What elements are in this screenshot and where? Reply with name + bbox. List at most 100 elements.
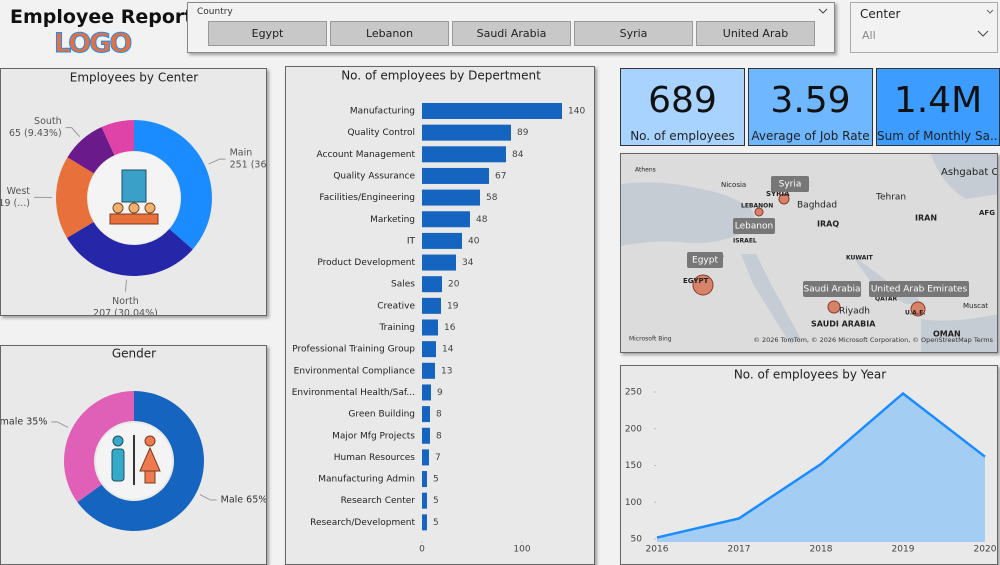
map-label: Nicosia bbox=[721, 181, 746, 189]
bar bbox=[422, 168, 489, 184]
chart-title: No. of employees by Year bbox=[734, 368, 886, 382]
category-label: Marketing bbox=[370, 215, 415, 225]
x-tick-label: 2019 bbox=[892, 545, 915, 555]
icon-part bbox=[110, 214, 158, 224]
icon-part bbox=[145, 471, 155, 483]
kpi-label: Average of Job Rate bbox=[749, 129, 872, 143]
data-label: 89 bbox=[517, 128, 529, 138]
category-label: IT bbox=[407, 236, 416, 246]
bar bbox=[422, 384, 431, 400]
map: AthensNicosiaSYRIALEBANONISRAELBaghdadIR… bbox=[621, 154, 998, 353]
bar bbox=[422, 298, 441, 314]
data-label: 67 bbox=[495, 171, 506, 181]
slice-name: South bbox=[34, 116, 62, 127]
category-label: Quality Assurance bbox=[333, 171, 415, 181]
category-label: Human Resources bbox=[334, 453, 416, 463]
category-label: Major Mfg Projects bbox=[332, 431, 415, 441]
map-label: Tehran bbox=[875, 193, 906, 203]
map-credits: © 2026 TomTom, © 2026 Microsoft Corporat… bbox=[753, 336, 993, 344]
bar bbox=[422, 320, 438, 336]
slicer-option[interactable]: Egypt bbox=[208, 21, 327, 46]
icon-part bbox=[113, 436, 123, 446]
x-tick-label: 100 bbox=[513, 545, 530, 555]
map-brand: Microsoft Bing bbox=[629, 336, 672, 343]
bar bbox=[422, 363, 435, 379]
slicer-chevron bbox=[851, 3, 998, 53]
slicer-option[interactable]: Syria bbox=[574, 21, 693, 46]
icon-part bbox=[112, 449, 124, 481]
map-callout: Egypt bbox=[692, 256, 718, 266]
year-chart: No. of employees by Year5010015020025020… bbox=[621, 366, 998, 565]
data-label: 13 bbox=[441, 366, 452, 376]
map-label: AFG bbox=[979, 209, 995, 217]
data-label: 207 (30.04%) bbox=[93, 308, 158, 316]
bar bbox=[422, 211, 470, 227]
data-label: 140 bbox=[568, 107, 585, 117]
kpi-value: 689 bbox=[621, 81, 744, 121]
logo: LOGO bbox=[54, 28, 130, 59]
data-label: 119 (...) bbox=[1, 198, 30, 209]
leader-line bbox=[51, 422, 68, 427]
y-tick-label: 150 bbox=[625, 461, 642, 471]
chart-title: No. of employees by Depertment bbox=[341, 69, 541, 83]
map-callout: Saudi Arabia bbox=[803, 285, 860, 295]
center-slicer[interactable]: Center All bbox=[850, 2, 998, 53]
bar bbox=[422, 233, 462, 249]
x-tick-label: 2018 bbox=[810, 545, 833, 555]
category-label: Research/Development bbox=[310, 518, 415, 528]
x-tick-label: 2016 bbox=[646, 545, 669, 555]
data-label: 8 bbox=[436, 410, 442, 420]
data-label: 7 bbox=[435, 453, 441, 463]
area bbox=[657, 393, 985, 542]
data-label: 16 bbox=[444, 323, 456, 333]
data-label: 8 bbox=[436, 431, 442, 441]
bar bbox=[422, 406, 430, 422]
y-tick-label: 50 bbox=[631, 535, 643, 545]
x-tick-label: 2020 bbox=[974, 545, 997, 555]
y-tick-label: 200 bbox=[625, 424, 642, 434]
category-label: Training bbox=[378, 323, 415, 333]
kpi-value: 1.4M bbox=[877, 81, 999, 121]
bar bbox=[422, 190, 480, 206]
icon-part bbox=[145, 203, 155, 213]
data-label: Female 35% bbox=[1, 416, 47, 427]
map-label: Athens bbox=[635, 167, 656, 174]
slicer-label: Country bbox=[197, 7, 233, 17]
slicer-option[interactable]: Lebanon bbox=[330, 21, 449, 46]
slice-name: North bbox=[112, 296, 139, 307]
data-label: 5 bbox=[433, 496, 439, 506]
kpi-label: No. of employees bbox=[621, 129, 744, 143]
category-label: Manufacturing bbox=[350, 107, 415, 117]
map-label: Riyadh bbox=[839, 307, 870, 317]
category-label: Research Center bbox=[341, 496, 416, 506]
map-label: KUWAIT bbox=[846, 255, 874, 262]
category-label: Green Building bbox=[348, 410, 415, 420]
y-tick-label: 100 bbox=[625, 498, 642, 508]
data-label: Male 65% bbox=[221, 495, 267, 506]
x-tick-label: 0 bbox=[419, 545, 425, 555]
map-callout: Syria bbox=[779, 180, 802, 190]
category-label: Product Development bbox=[317, 258, 415, 268]
category-label: Facilities/Engineering bbox=[319, 193, 415, 203]
data-label: 19 bbox=[447, 301, 459, 311]
data-label: 65 (9.43%) bbox=[9, 128, 62, 139]
bar bbox=[422, 471, 427, 487]
data-label: 58 bbox=[486, 193, 498, 203]
map-label: IRAN bbox=[915, 214, 937, 223]
data-label: 84 bbox=[512, 150, 524, 160]
map-label: U.A.E. bbox=[905, 310, 926, 317]
icon-part bbox=[129, 203, 139, 213]
report-title: Employee Report bbox=[10, 6, 193, 28]
data-label: 5 bbox=[433, 475, 439, 485]
slicer-option[interactable]: Saudi Arabia bbox=[452, 21, 571, 46]
bar bbox=[422, 493, 427, 509]
data-label: 34 bbox=[462, 258, 474, 268]
slicer-option[interactable]: United Arab Emirates bbox=[696, 21, 815, 46]
